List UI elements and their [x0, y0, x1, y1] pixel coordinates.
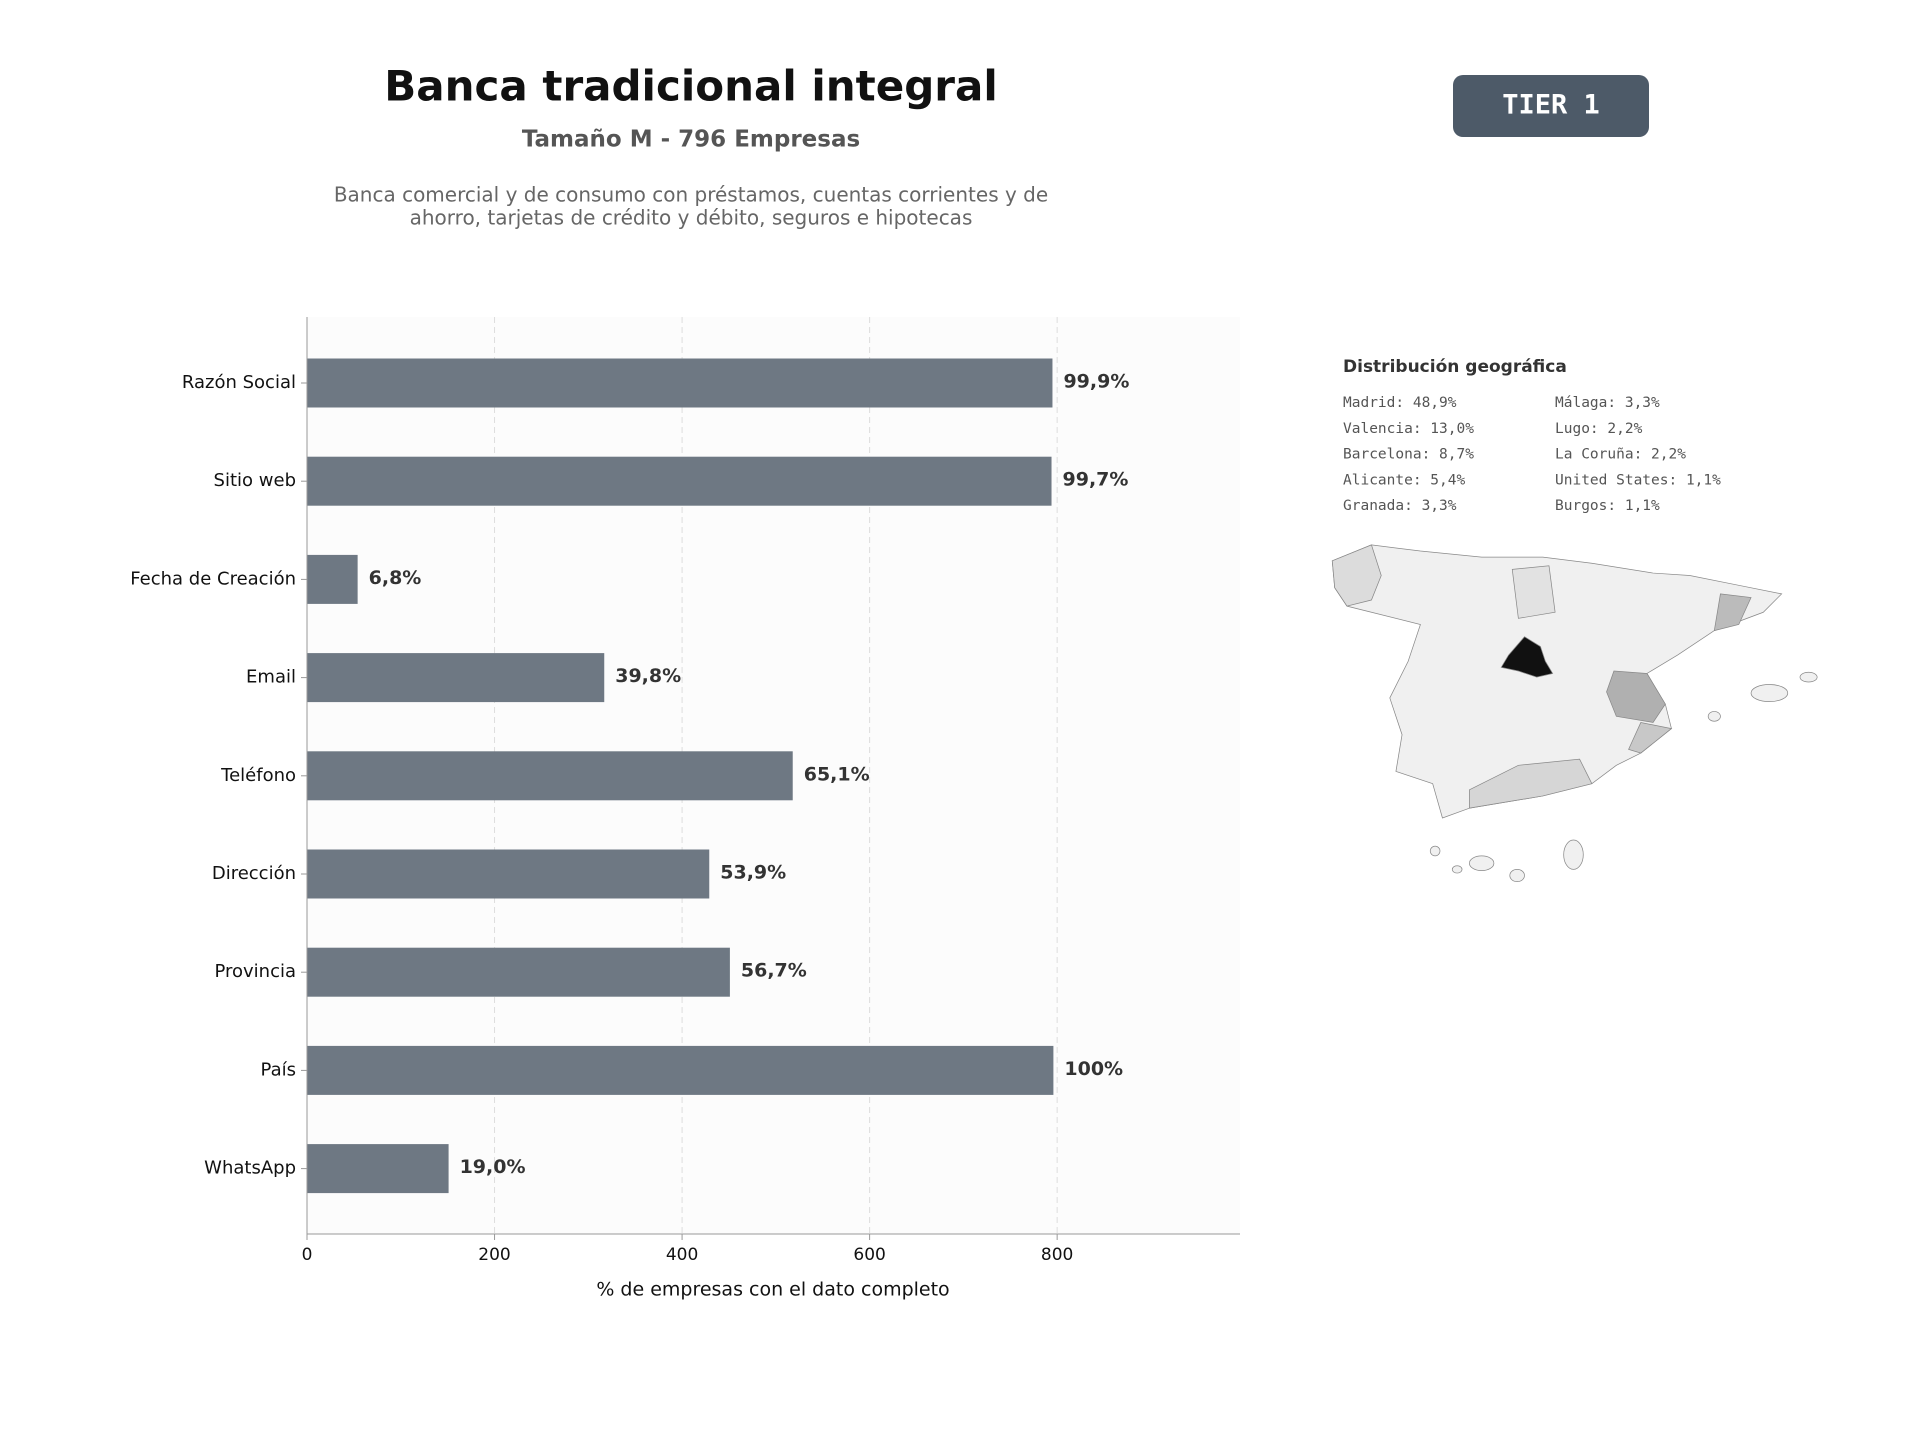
map-region — [1713, 593, 1752, 632]
map-region — [1469, 758, 1593, 809]
geo-item: Lugo: 2,2% — [1555, 421, 1643, 437]
geo-item: Valencia: 13,0% — [1343, 421, 1474, 437]
geo-item: Madrid: 48,9% — [1343, 395, 1457, 411]
value-label: 53,9% — [720, 862, 786, 884]
bar — [307, 358, 1053, 408]
y-tick-label: Email — [246, 667, 296, 688]
map-region — [1628, 722, 1673, 754]
geo-title: Distribución geográfica — [1343, 357, 1567, 377]
geo-item: La Coruña: 2,2% — [1555, 447, 1686, 463]
bar — [307, 653, 605, 703]
geo-item: Alicante: 5,4% — [1343, 472, 1465, 488]
y-tick-label: Razón Social — [182, 372, 296, 393]
y-tick-label: WhatsApp — [204, 1158, 296, 1179]
map-island — [1707, 711, 1721, 722]
y-tick-label: Provincia — [214, 961, 296, 982]
bar — [307, 456, 1052, 506]
bar — [307, 849, 710, 899]
bar — [307, 751, 793, 801]
subtitle: Tamaño M - 796 Empresas — [522, 127, 860, 153]
map-island — [1469, 855, 1495, 871]
geo-item: Granada: 3,3% — [1343, 498, 1457, 514]
map-island — [1563, 839, 1584, 870]
map-island — [1750, 684, 1789, 703]
y-tick-label: País — [261, 1059, 296, 1080]
x-tick-label: 600 — [853, 1245, 885, 1265]
map-region — [1331, 544, 1382, 607]
y-tick-label: Teléfono — [220, 765, 296, 786]
description: Banca comercial y de consumo con préstam… — [334, 183, 1048, 207]
value-label: 99,9% — [1063, 371, 1129, 393]
map-island — [1451, 865, 1463, 874]
geo-item: Barcelona: 8,7% — [1343, 447, 1474, 463]
description: ahorro, tarjetas de crédito y débito, se… — [410, 206, 973, 230]
bar — [307, 554, 358, 604]
geo-item: Burgos: 1,1% — [1555, 498, 1660, 514]
map-island — [1799, 671, 1818, 683]
x-axis-label: % de empresas con el dato completo — [596, 1279, 949, 1301]
bar — [307, 1045, 1054, 1095]
x-tick-label: 200 — [478, 1245, 510, 1265]
map-island — [1509, 869, 1525, 883]
y-tick-label: Dirección — [212, 863, 296, 884]
map-region — [1606, 670, 1666, 723]
x-tick-label: 0 — [302, 1245, 313, 1265]
y-tick-label: Sitio web — [214, 470, 296, 491]
value-label: 6,8% — [369, 567, 422, 589]
map-island — [1429, 845, 1441, 857]
geo-item: United States: 1,1% — [1555, 472, 1721, 488]
x-tick-label: 400 — [666, 1245, 698, 1265]
x-tick-label: 800 — [1041, 1245, 1073, 1265]
map-region — [1511, 565, 1556, 619]
value-label: 39,8% — [615, 665, 681, 687]
value-label: 100% — [1064, 1058, 1123, 1080]
geo-item: Málaga: 3,3% — [1555, 395, 1660, 411]
y-tick-label: Fecha de Creación — [130, 568, 296, 589]
badge-text: TIER 1 — [1502, 90, 1600, 121]
value-label: 56,7% — [741, 960, 807, 982]
title: Banca tradicional integral — [384, 62, 998, 111]
bar — [307, 1144, 449, 1194]
map-madrid — [1500, 636, 1554, 678]
value-label: 19,0% — [460, 1156, 526, 1178]
value-label: 99,7% — [1063, 469, 1129, 491]
bar — [307, 947, 730, 997]
value-label: 65,1% — [804, 763, 870, 785]
map — [1331, 544, 1818, 883]
badge — [1453, 75, 1649, 137]
